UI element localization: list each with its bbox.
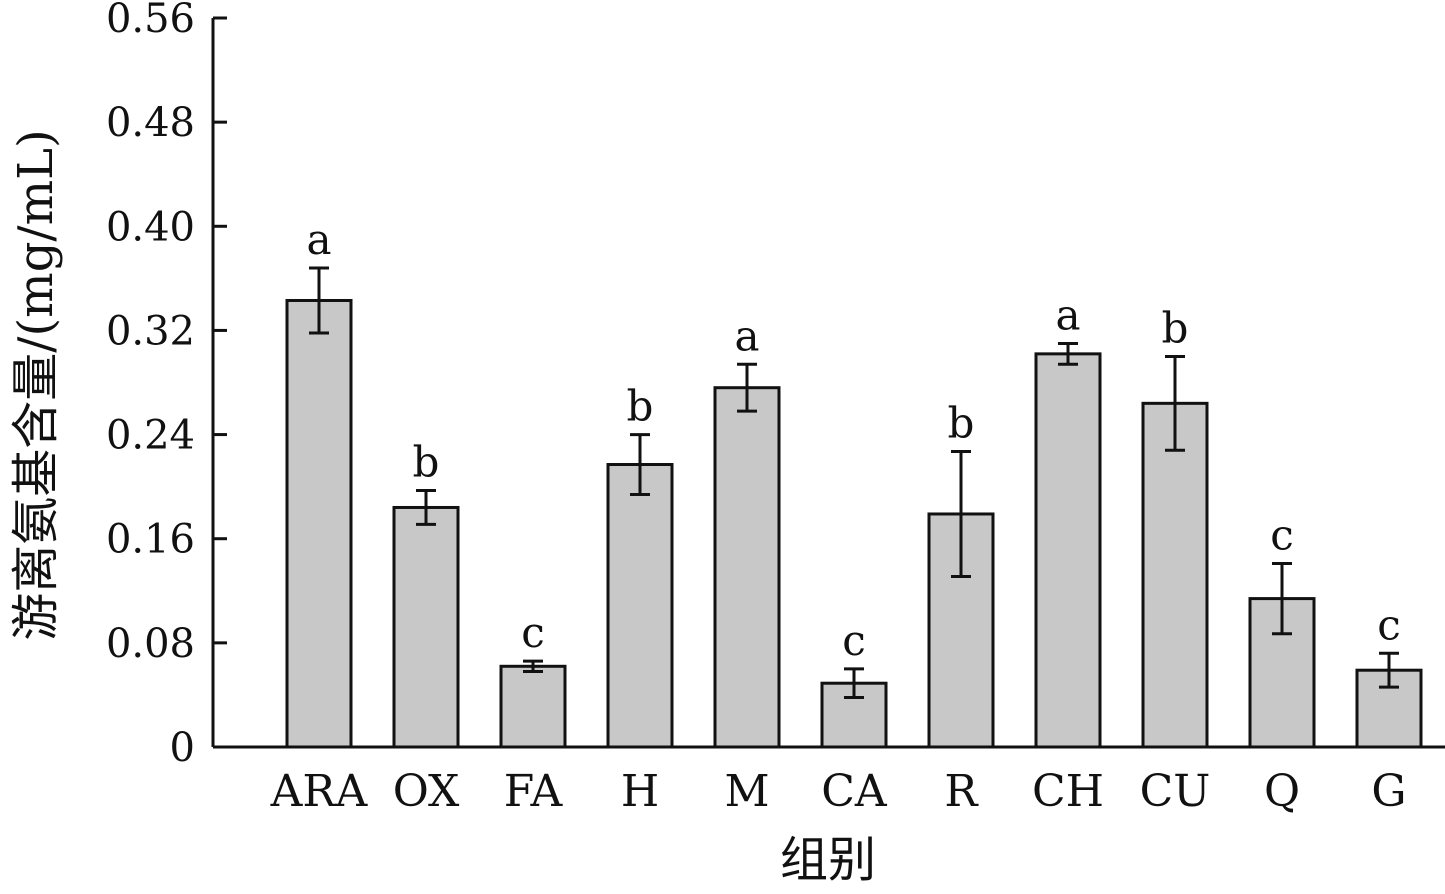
x-tick-label: ARA [270, 766, 369, 817]
x-tick-label: CA [821, 766, 888, 817]
y-tick-label: 0.48 [106, 100, 195, 146]
x-tick-label: OX [393, 766, 460, 817]
x-tick-label: FA [504, 766, 564, 817]
bar-cu [1141, 401, 1209, 749]
x-axis-title: 组别 [780, 832, 876, 888]
significance-label: b [413, 438, 440, 487]
y-axis-title: 游离氨基含量/(mg/mL) [8, 129, 64, 640]
x-tick-label: CU [1140, 766, 1211, 817]
bar-fa [499, 664, 567, 749]
y-tick-label: 0.56 [106, 0, 195, 42]
bars [285, 266, 1423, 749]
significance-label: c [842, 616, 866, 665]
bar-ox [392, 505, 460, 749]
y-tick-label: 0.16 [106, 517, 195, 563]
bar-m [713, 386, 781, 749]
significance-label: b [627, 382, 654, 431]
x-tick-label: CH [1032, 766, 1104, 817]
significance-label: a [1055, 290, 1080, 339]
x-tick-label: R [944, 766, 979, 817]
x-tick-label: M [724, 766, 769, 817]
bar-h [606, 463, 674, 749]
significance-label: c [1377, 600, 1401, 649]
significance-label: c [1270, 510, 1294, 559]
bar-ara [285, 298, 353, 749]
y-tick-label: 0.08 [106, 621, 195, 667]
significance-label: b [948, 398, 975, 447]
labels: 0 0.08 0.16 0.24 0.32 0.40 0.48 0.56 a ARA b OX c FA b… [106, 0, 1407, 817]
y-tick-label: 0 [170, 725, 195, 771]
significance-label: a [306, 215, 331, 264]
x-tick-label: Q [1264, 766, 1300, 817]
y-tick-label: 0.24 [106, 413, 195, 459]
significance-label: b [1162, 303, 1189, 352]
significance-label: c [521, 608, 545, 657]
significance-label: a [734, 311, 759, 360]
bar-ch [1034, 352, 1102, 749]
x-tick-label: G [1371, 766, 1406, 817]
x-tick-label: H [621, 766, 659, 817]
y-tick-label: 0.32 [106, 308, 195, 354]
y-tick-label: 0.40 [106, 204, 195, 250]
